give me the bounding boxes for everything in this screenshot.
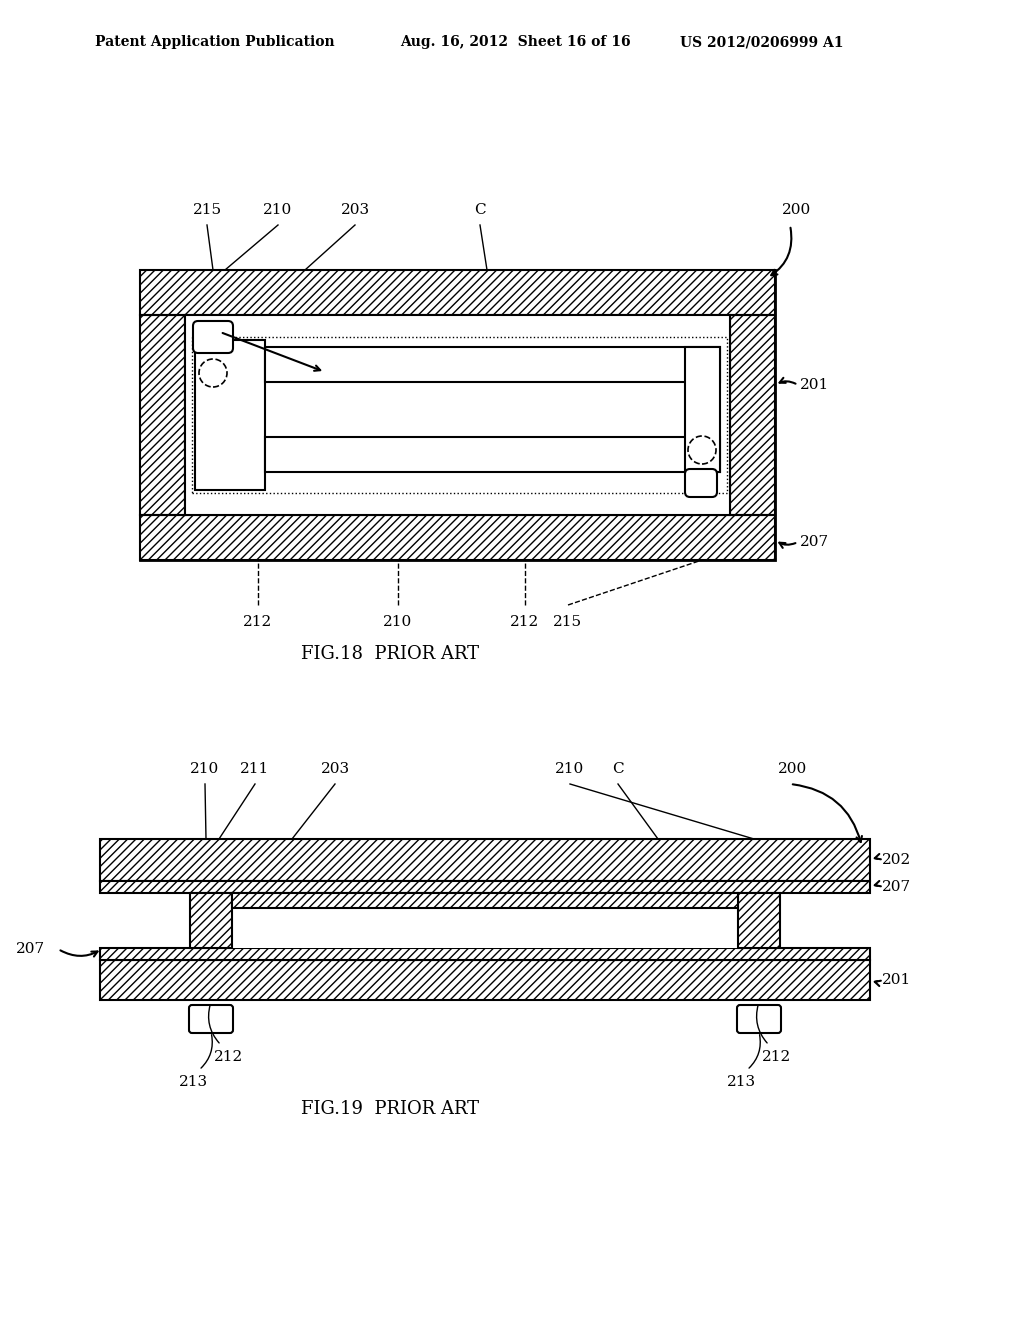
- Text: Aug. 16, 2012  Sheet 16 of 16: Aug. 16, 2012 Sheet 16 of 16: [400, 36, 631, 49]
- Bar: [232, 908, 738, 948]
- FancyBboxPatch shape: [189, 1005, 233, 1034]
- Text: Patent Application Publication: Patent Application Publication: [95, 36, 335, 49]
- Text: 207: 207: [800, 535, 829, 549]
- Text: FIG.19  PRIOR ART: FIG.19 PRIOR ART: [301, 1100, 479, 1118]
- Text: 213: 213: [178, 1074, 208, 1089]
- Bar: [100, 948, 870, 960]
- Bar: [100, 840, 870, 880]
- Text: FIG.18  PRIOR ART: FIG.18 PRIOR ART: [301, 645, 479, 663]
- FancyBboxPatch shape: [737, 1005, 781, 1034]
- Bar: [140, 315, 185, 515]
- Bar: [738, 894, 780, 948]
- Bar: [100, 960, 870, 1001]
- Bar: [232, 894, 738, 908]
- Bar: [140, 271, 775, 560]
- Text: 202: 202: [882, 853, 911, 867]
- Bar: [100, 840, 870, 880]
- Text: 212: 212: [214, 1049, 244, 1064]
- Bar: [140, 515, 775, 560]
- Text: 210: 210: [555, 762, 585, 776]
- Bar: [100, 880, 870, 894]
- Bar: [195, 341, 265, 490]
- Text: 201: 201: [800, 378, 829, 392]
- Text: 200: 200: [782, 203, 811, 216]
- Text: C: C: [474, 203, 485, 216]
- Text: C: C: [612, 762, 624, 776]
- Bar: [185, 315, 730, 515]
- Text: 207: 207: [882, 880, 911, 894]
- Bar: [140, 271, 775, 315]
- Bar: [265, 347, 720, 381]
- Text: 212: 212: [510, 615, 540, 630]
- Text: 207: 207: [16, 942, 45, 956]
- Text: 201: 201: [882, 973, 911, 987]
- Text: US 2012/0206999 A1: US 2012/0206999 A1: [680, 36, 844, 49]
- Text: 211: 211: [241, 762, 269, 776]
- Text: 203: 203: [321, 762, 349, 776]
- Circle shape: [199, 359, 227, 387]
- Bar: [140, 271, 775, 315]
- Text: 210: 210: [383, 615, 413, 630]
- Bar: [140, 515, 775, 560]
- Text: 200: 200: [778, 762, 807, 776]
- Text: 210: 210: [190, 762, 219, 776]
- Text: 215: 215: [193, 203, 221, 216]
- Bar: [232, 894, 738, 908]
- Bar: [100, 960, 870, 1001]
- Text: 212: 212: [763, 1049, 792, 1064]
- Bar: [730, 315, 775, 515]
- Bar: [730, 315, 775, 515]
- Bar: [100, 948, 870, 960]
- Bar: [190, 894, 232, 948]
- FancyBboxPatch shape: [193, 321, 233, 352]
- Text: 213: 213: [726, 1074, 756, 1089]
- Bar: [190, 894, 232, 948]
- FancyBboxPatch shape: [685, 469, 717, 498]
- Bar: [140, 315, 185, 515]
- Bar: [265, 437, 720, 473]
- Bar: [100, 880, 870, 894]
- Bar: [685, 347, 720, 473]
- Bar: [738, 894, 780, 948]
- Text: 212: 212: [244, 615, 272, 630]
- Text: 203: 203: [340, 203, 370, 216]
- Circle shape: [688, 436, 716, 465]
- Text: 210: 210: [263, 203, 293, 216]
- Bar: [193, 337, 727, 492]
- Text: 215: 215: [553, 615, 583, 630]
